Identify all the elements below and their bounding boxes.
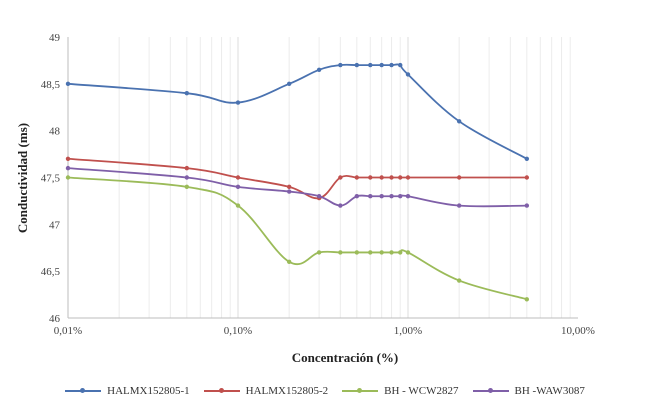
data-point-marker	[235, 175, 241, 180]
legend-line-marker-icon	[342, 386, 379, 396]
data-point-marker	[524, 203, 530, 208]
y-axis-ticks: 46 46,5 47 47,5 48 48,5 49	[41, 32, 61, 325]
data-point-marker	[184, 165, 190, 171]
data-point-marker	[379, 175, 384, 180]
series-line	[67, 63, 528, 160]
series-halmx152805-1	[65, 62, 530, 161]
x-tick-label: 0,01%	[54, 325, 82, 337]
data-point-marker	[316, 250, 322, 255]
x-tick-label: 0,10%	[224, 325, 252, 337]
legend-item-bh-wcw2827: BH - WCW2827	[342, 385, 459, 397]
data-series	[65, 62, 530, 302]
data-point-marker	[398, 175, 403, 180]
y-tick-label: 49	[49, 32, 61, 44]
y-tick-label: 46	[49, 313, 61, 325]
data-point-marker	[405, 175, 411, 180]
data-point-marker	[389, 62, 394, 68]
legend-label: BH -WAW3087	[514, 385, 585, 397]
data-point-marker	[368, 194, 373, 199]
data-point-marker	[235, 184, 241, 190]
data-point-marker	[368, 62, 373, 68]
series-bh-wcw2827	[65, 175, 530, 302]
data-point-marker	[524, 156, 530, 161]
data-point-marker	[524, 175, 530, 180]
data-point-marker	[389, 175, 394, 180]
data-point-marker	[368, 175, 373, 180]
data-point-marker	[398, 194, 403, 199]
data-point-marker	[184, 91, 190, 96]
data-point-marker	[65, 175, 71, 180]
x-axis-title: Concentración (%)	[292, 350, 399, 365]
data-point-marker	[456, 175, 462, 180]
series-line	[67, 167, 527, 208]
x-tick-label: 1,00%	[394, 325, 422, 337]
data-point-marker	[286, 259, 292, 264]
data-point-marker	[354, 250, 360, 255]
y-tick-label: 48,5	[41, 79, 61, 91]
data-point-marker	[184, 175, 190, 180]
legend-line-marker-icon	[65, 386, 102, 396]
line-chart: 46 46,5 47 47,5 48 48,5 49 0,01% 0,10% 1,00% 10,0…	[15, 32, 595, 365]
data-point-marker	[286, 184, 292, 190]
data-point-marker	[235, 203, 241, 208]
legend-item-halmx152805-1: HALMX152805-1	[65, 385, 190, 397]
y-axis-title: Conductividad (ms)	[15, 123, 30, 233]
y-tick-label: 47	[49, 219, 61, 231]
data-point-marker	[354, 62, 360, 68]
legend-item-halmx152805-2: HALMX152805-2	[203, 385, 329, 397]
data-point-marker	[398, 62, 403, 68]
data-point-marker	[405, 250, 411, 255]
data-point-marker	[398, 250, 403, 255]
data-point-marker	[405, 194, 411, 199]
data-point-marker	[316, 67, 322, 72]
data-point-marker	[354, 175, 360, 180]
data-point-marker	[354, 194, 360, 199]
data-point-marker	[338, 250, 343, 255]
data-point-marker	[184, 184, 190, 190]
data-point-marker	[405, 72, 411, 77]
data-point-marker	[338, 175, 343, 180]
legend-item-bh-waw3087: BH -WAW3087	[472, 385, 585, 397]
legend-line-marker-icon	[203, 386, 240, 396]
data-point-marker	[286, 81, 292, 87]
data-point-marker	[379, 250, 384, 255]
x-axis-ticks: 0,01% 0,10% 1,00% 10,00%	[54, 325, 595, 337]
data-point-marker	[338, 203, 343, 208]
y-tick-label: 48	[49, 126, 61, 138]
data-point-marker	[456, 119, 462, 124]
x-tick-label: 10,00%	[561, 325, 595, 337]
legend-label: HALMX152805-1	[107, 385, 190, 397]
data-point-marker	[338, 62, 343, 68]
chart-legend: HALMX152805-1 HALMX152805-2 BH - WCW2827…	[0, 381, 650, 401]
data-point-marker	[65, 81, 71, 87]
data-point-marker	[65, 165, 71, 171]
data-point-marker	[379, 194, 384, 199]
data-point-marker	[456, 278, 462, 283]
legend-line-marker-icon	[472, 386, 509, 396]
data-point-marker	[65, 156, 71, 161]
y-tick-label: 47,5	[41, 173, 61, 185]
data-point-marker	[379, 62, 384, 68]
legend-label: HALMX152805-2	[245, 385, 329, 397]
series-bh-waw3087	[65, 165, 530, 208]
data-point-marker	[316, 194, 322, 199]
data-point-marker	[389, 194, 394, 199]
legend-label: BH - WCW2827	[384, 385, 459, 397]
y-tick-label: 46,5	[41, 266, 61, 278]
data-point-marker	[235, 100, 241, 105]
data-point-marker	[368, 250, 373, 255]
data-point-marker	[456, 203, 462, 208]
data-point-marker	[286, 189, 292, 194]
data-point-marker	[389, 250, 394, 255]
data-point-marker	[524, 297, 530, 302]
